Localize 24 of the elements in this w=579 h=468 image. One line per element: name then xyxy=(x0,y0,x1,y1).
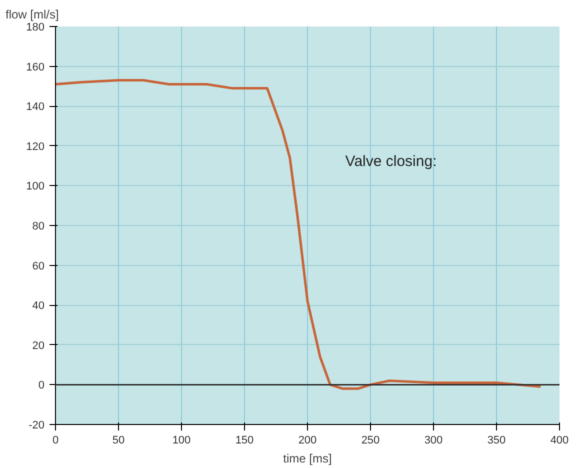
y-tick-label: 40 xyxy=(32,300,45,312)
x-tick-label: 200 xyxy=(298,434,317,446)
y-tick-label: 160 xyxy=(26,61,45,74)
y-tick-label: 140 xyxy=(26,101,45,114)
x-tick-label: 50 xyxy=(112,434,125,446)
y-tick-label: 180 xyxy=(26,22,45,34)
y-tick-label: 120 xyxy=(26,140,45,153)
y-tick-label: -20 xyxy=(28,420,45,432)
x-tick-label: 250 xyxy=(361,434,380,446)
x-tick-label: 350 xyxy=(487,434,506,446)
y-axis-title: flow [ml/s] xyxy=(6,8,59,22)
y-tick-label: 100 xyxy=(26,180,45,193)
x-axis-title: time [ms] xyxy=(283,452,332,466)
x-tick-label: 0 xyxy=(52,434,59,446)
x-tick-label: 400 xyxy=(550,434,569,446)
x-tick-label: 100 xyxy=(172,434,191,446)
x-tick-label: 150 xyxy=(235,434,254,446)
y-tick-label: 80 xyxy=(32,220,45,232)
x-tick-label: 300 xyxy=(424,434,443,446)
y-tick-label: 0 xyxy=(38,380,45,392)
annotation: Valve closing: xyxy=(345,152,437,170)
y-tick-label: 60 xyxy=(32,260,45,272)
line-series xyxy=(56,78,542,390)
y-tick-label: 20 xyxy=(32,340,45,352)
